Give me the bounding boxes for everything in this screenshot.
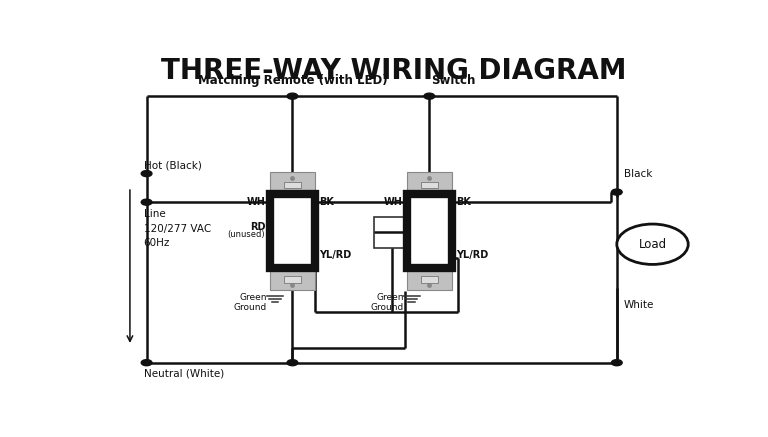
Text: Green
Ground: Green Ground [234,293,267,312]
Bar [270,268,315,290]
Text: Switch: Switch [431,74,475,87]
Circle shape [141,170,152,177]
Bar [421,276,438,283]
Bar [284,182,301,188]
Bar [407,194,452,268]
Text: BK: BK [456,197,472,207]
Circle shape [141,360,152,366]
Circle shape [611,360,622,366]
Text: White: White [624,300,654,310]
Text: RD: RD [387,222,402,232]
Text: Neutral (White): Neutral (White) [144,369,223,379]
Text: Line: Line [144,209,165,219]
Bar [270,194,315,268]
Text: YL/RD: YL/RD [319,250,352,260]
Text: BK: BK [319,197,334,207]
Text: YL/RD: YL/RD [456,250,488,260]
Text: Matching Remote (with LED): Matching Remote (with LED) [197,74,387,87]
Text: Hot (Black): Hot (Black) [144,160,201,170]
Circle shape [424,93,435,99]
Bar [374,217,410,248]
Text: WH: WH [383,197,402,207]
Circle shape [287,93,298,99]
Text: (unused): (unused) [227,230,265,239]
Circle shape [611,189,622,195]
Text: RD: RD [250,222,265,232]
Bar [270,172,315,194]
Bar [407,268,452,290]
Text: 120/277 VAC: 120/277 VAC [144,224,211,234]
Text: WH: WH [247,197,265,207]
Bar [407,172,452,194]
Circle shape [287,360,298,366]
Text: Load: Load [638,238,667,251]
Bar [284,276,301,283]
Text: Green
Ground: Green Ground [371,293,404,312]
Circle shape [141,199,152,205]
Circle shape [617,224,688,264]
Bar [421,182,438,188]
Text: THREE-WAY WIRING DIAGRAM: THREE-WAY WIRING DIAGRAM [161,58,627,86]
Text: Black: Black [624,169,652,179]
Text: 60Hz: 60Hz [144,238,170,247]
